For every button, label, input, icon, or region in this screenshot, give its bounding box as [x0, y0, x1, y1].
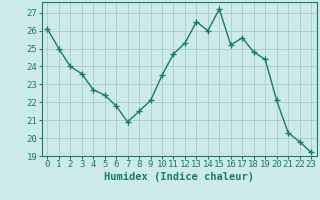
X-axis label: Humidex (Indice chaleur): Humidex (Indice chaleur): [104, 172, 254, 182]
